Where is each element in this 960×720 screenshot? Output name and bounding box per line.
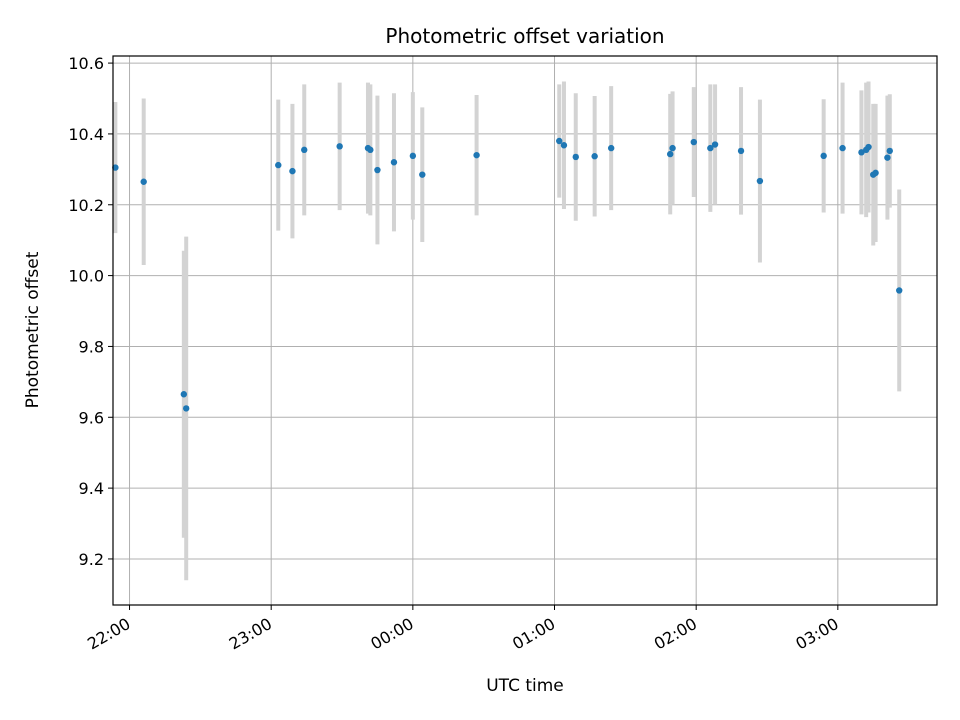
y-tick-label: 10.4 bbox=[68, 125, 104, 144]
x-tick-label: 22:00 bbox=[84, 614, 133, 654]
data-point bbox=[180, 391, 188, 398]
data-point bbox=[140, 178, 147, 185]
data-point bbox=[820, 152, 827, 160]
y-tick-label: 10.6 bbox=[68, 54, 104, 73]
y-tick-label: 9.2 bbox=[79, 550, 104, 569]
data-point bbox=[737, 147, 745, 155]
data-point bbox=[690, 138, 698, 146]
x-tick-label: 03:00 bbox=[792, 614, 841, 654]
data-point bbox=[896, 287, 903, 294]
y-tick-label: 9.8 bbox=[79, 337, 104, 356]
data-point bbox=[756, 177, 764, 185]
data-point bbox=[374, 166, 381, 174]
data-point bbox=[390, 159, 398, 166]
y-axis-ticks: 9.2 9.4 9.6 9.8 10.0 10.2 10.4 10.6 bbox=[68, 54, 113, 569]
data-point bbox=[473, 151, 480, 159]
data-point bbox=[112, 164, 119, 171]
y-axis-title: Photometric offset bbox=[23, 251, 43, 408]
y-tick-label: 9.4 bbox=[79, 479, 104, 498]
data-point bbox=[336, 143, 343, 150]
data-point bbox=[289, 167, 296, 175]
data-point bbox=[419, 171, 426, 178]
y-tick-label: 10.0 bbox=[68, 267, 104, 286]
data-point bbox=[886, 147, 893, 155]
data-point bbox=[182, 405, 190, 412]
x-tick-label: 23:00 bbox=[226, 614, 275, 654]
data-point bbox=[884, 154, 891, 161]
data-point bbox=[301, 146, 308, 154]
data-point-layer bbox=[112, 137, 903, 412]
x-tick-label: 01:00 bbox=[509, 614, 558, 654]
data-point bbox=[669, 144, 676, 152]
data-point bbox=[872, 169, 879, 177]
data-point bbox=[572, 153, 579, 161]
plot-frame bbox=[112, 55, 938, 606]
y-tick-label: 10.2 bbox=[68, 196, 104, 215]
data-point bbox=[667, 150, 674, 158]
x-axis-title: UTC time bbox=[486, 676, 564, 696]
data-point bbox=[607, 144, 615, 152]
data-point bbox=[591, 153, 598, 160]
data-point bbox=[560, 142, 568, 149]
data-point bbox=[707, 144, 714, 152]
y-tick-label: 9.6 bbox=[79, 408, 104, 427]
x-tick-label: 02:00 bbox=[651, 614, 700, 654]
grid-layer bbox=[113, 56, 937, 605]
data-point bbox=[275, 161, 282, 169]
data-point bbox=[858, 149, 865, 156]
chart-title: Photometric offset variation bbox=[385, 24, 664, 48]
data-point bbox=[839, 144, 846, 152]
data-point bbox=[865, 143, 872, 151]
x-axis-ticks: 22:00 23:00 00:00 01:00 02:00 03:00 bbox=[84, 605, 842, 654]
errorbar-layer bbox=[113, 81, 902, 581]
x-tick-label: 00:00 bbox=[367, 614, 416, 654]
data-point bbox=[556, 137, 563, 145]
data-point bbox=[711, 141, 719, 148]
data-point bbox=[409, 152, 417, 160]
data-point bbox=[367, 146, 374, 154]
